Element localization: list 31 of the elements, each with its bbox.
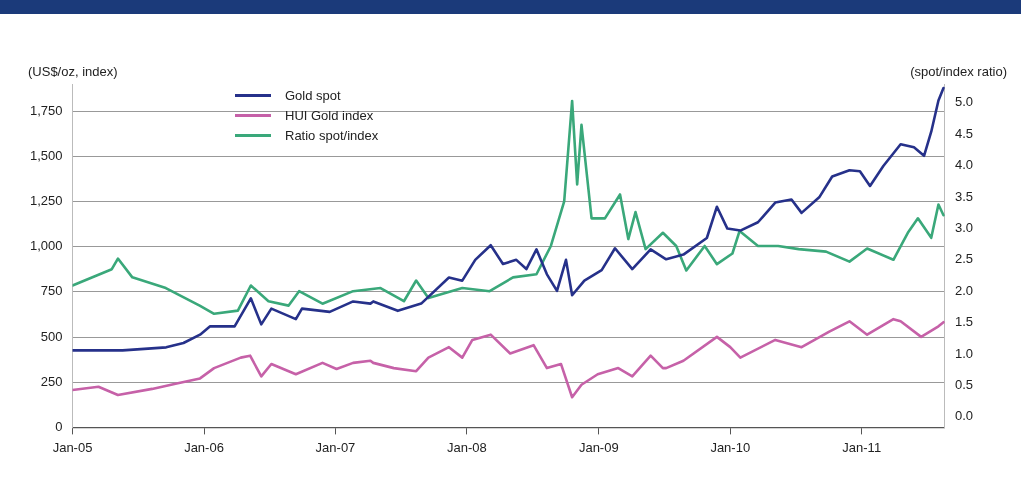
y-tick-label: 250 xyxy=(40,373,63,389)
y2-tick-label: 0.5 xyxy=(954,376,974,392)
y2-tick-label: 2.0 xyxy=(954,282,974,298)
y-tick-label: 1,500 xyxy=(29,147,63,163)
y-tick-label: 750 xyxy=(40,283,63,299)
legend-label: Gold spot xyxy=(285,87,341,103)
y2-tick-label: 2.5 xyxy=(954,251,974,267)
y-tick-label: 0 xyxy=(55,418,63,434)
x-tick-label: Jan-07 xyxy=(315,439,356,455)
legend-label: HUI Gold index xyxy=(285,107,374,123)
y2-tick-label: 3.5 xyxy=(954,188,974,204)
y2-tick-label: 4.0 xyxy=(954,157,974,173)
y2-axis-title: (spot/index ratio) xyxy=(910,64,1007,79)
y2-tick-label: 1.0 xyxy=(954,345,974,361)
x-tick-label: Jan-11 xyxy=(842,439,882,455)
y-tick-label: 1,000 xyxy=(29,238,63,254)
x-tick-label: Jan-09 xyxy=(578,439,619,455)
y-tick-label: 1,750 xyxy=(29,102,63,118)
y2-tick-label: 3.0 xyxy=(954,219,974,235)
y2-tick-label: 4.5 xyxy=(954,125,974,141)
y-axis-title: (US$/oz, index) xyxy=(28,64,118,79)
x-tick-label: Jan-08 xyxy=(447,439,487,455)
legend-label: Ratio spot/index xyxy=(285,127,379,143)
y2-tick-label: 5.0 xyxy=(954,94,974,110)
x-tick-label: Jan-06 xyxy=(184,439,224,455)
y2-tick-label: 0.0 xyxy=(954,408,974,424)
y-tick-label: 1,250 xyxy=(29,193,63,209)
y2-tick-label: 1.5 xyxy=(954,314,974,330)
x-tick-label: Jan-10 xyxy=(710,439,751,455)
x-tick-label: Jan-05 xyxy=(52,439,93,455)
y-tick-label: 500 xyxy=(40,328,63,344)
